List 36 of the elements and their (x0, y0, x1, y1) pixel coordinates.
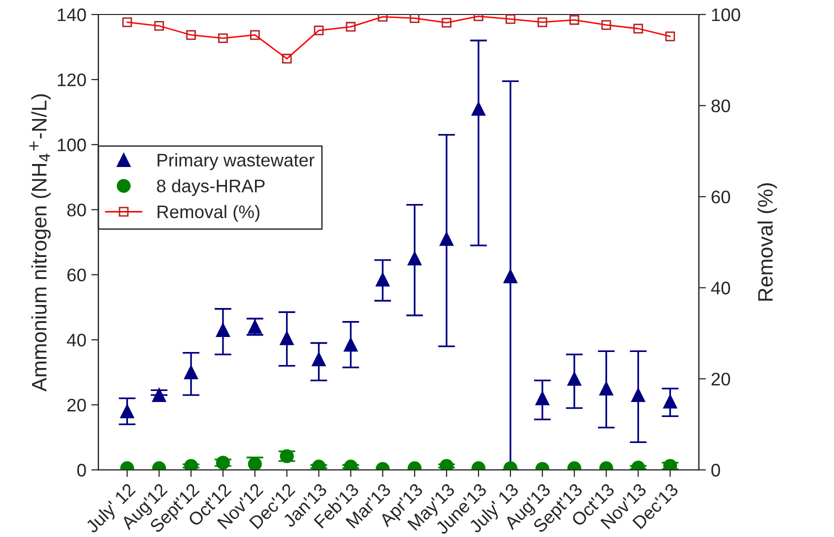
legend-label: 8 days-HRAP (156, 179, 265, 196)
y-tick-label: 100 (58, 138, 86, 152)
point (535, 391, 550, 406)
y2-tick-label: 40 (711, 282, 730, 294)
y-tick-label: 40 (66, 334, 86, 346)
point (631, 388, 646, 402)
point (312, 352, 326, 366)
y2-tick-label: 0 (711, 464, 720, 477)
y2-tick-label: 100 (712, 8, 740, 22)
point (344, 338, 358, 352)
y-tick-label: 80 (67, 204, 86, 216)
point (280, 331, 294, 346)
y2-tick-label: 80 (711, 100, 730, 112)
y2-tick-label: 60 (712, 190, 730, 204)
y-tick-label: 0 (77, 464, 86, 477)
point (120, 404, 134, 418)
y-tick-label: 120 (58, 73, 86, 86)
point (567, 372, 582, 386)
point (376, 272, 390, 287)
y-tick-label: 60 (67, 268, 86, 282)
point (184, 365, 198, 380)
legend-label: Removal (%) (158, 204, 260, 222)
y-axis-title: Ammonium nitrogen (NH$_{4}$$^{+}$-N/L) (29, 94, 51, 392)
point (663, 394, 678, 409)
point (504, 269, 518, 284)
y-tick-label: 20 (67, 398, 86, 412)
point (248, 457, 262, 470)
y-tick-label: 140 (58, 8, 86, 22)
point (216, 323, 230, 337)
y2-axis-title: Removal (%) (757, 183, 777, 301)
point (599, 382, 614, 396)
point (152, 388, 166, 402)
y2-tick-label: 20 (712, 372, 730, 386)
point (408, 252, 422, 266)
point (440, 232, 454, 246)
legend-label: Primary wastewater (158, 153, 314, 170)
